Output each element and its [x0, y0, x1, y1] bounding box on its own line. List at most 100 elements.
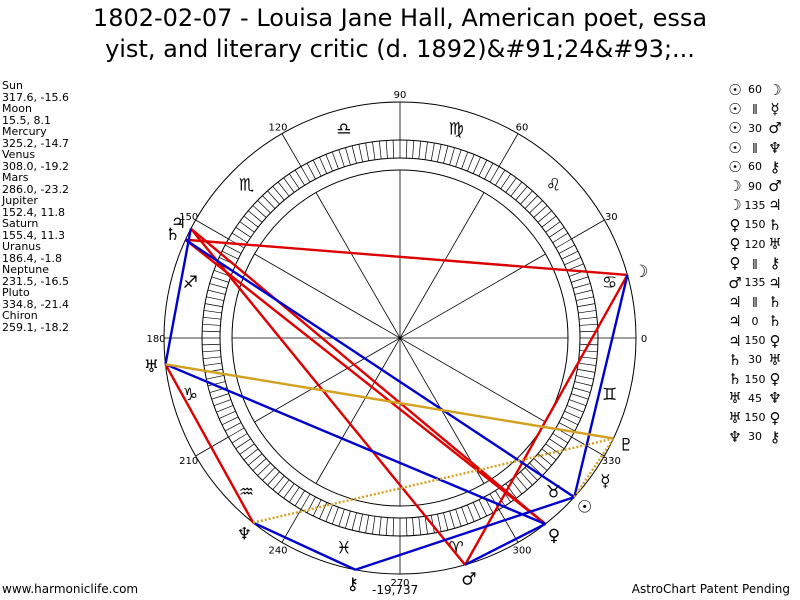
zodiac-aquarius-icon: ♒	[239, 482, 254, 502]
degree-label-180: 180	[146, 334, 165, 345]
degree-tick	[392, 517, 395, 536]
degree-tick	[520, 471, 533, 486]
zodiac-aries-icon: ♈	[449, 539, 464, 559]
degree-tick	[239, 443, 255, 455]
degree-tick	[533, 458, 548, 471]
degree-tick	[478, 499, 488, 517]
aspect-line-saturn-venus	[184, 238, 547, 525]
planet-position-chiron: 259.1, -18.2	[2, 320, 69, 334]
degree-tick	[424, 516, 428, 535]
aspect-planet-b-glyph: ♀	[769, 370, 781, 389]
aspect-planet-a-glyph: ♄	[728, 350, 742, 369]
degree-tick	[555, 238, 572, 249]
planet-position-moon: 15.5, 8.1	[2, 113, 51, 127]
cursor-coordinate-readout: -19,737	[372, 583, 419, 597]
aspect-planet-b-glyph: ♄	[768, 312, 782, 331]
degree-tick	[571, 393, 589, 400]
degree-tick	[575, 296, 594, 301]
degree-tick	[467, 504, 475, 522]
degree-tick	[524, 195, 538, 209]
aspect-row: ☉ ǁ ♆	[726, 138, 798, 157]
aspect-row: ♃ ǁ ♄	[726, 292, 798, 311]
degree-tick	[372, 141, 376, 160]
degree-tick	[541, 215, 557, 228]
degree-tick	[443, 512, 449, 531]
sign-boundary	[571, 436, 605, 457]
planet-position-sun: 317.6, -15.6	[2, 90, 69, 104]
degree-tick	[561, 416, 579, 426]
degree-tick	[558, 422, 575, 432]
degree-tick	[345, 147, 351, 166]
degree-tick	[495, 169, 506, 186]
planet-name-venus: Venus	[2, 148, 36, 161]
degree-tick	[571, 276, 589, 283]
planet-position-jupiter: 152.4, 11.8	[2, 205, 65, 219]
division-line-150	[254, 253, 546, 423]
aspect-row: ♃ 0 ♄	[726, 312, 798, 331]
aspect-planet-a-glyph: ♆	[728, 427, 742, 446]
footer-website-link[interactable]: www.harmoniclife.com	[2, 582, 139, 596]
degree-label-30: 30	[605, 212, 618, 223]
degree-tick	[351, 145, 357, 164]
zodiac-cancer-icon: ♋	[602, 273, 617, 293]
aspect-angle: 150	[744, 334, 766, 347]
degree-tick	[472, 502, 481, 520]
aspect-row: ☉ 60 ⚷	[726, 157, 798, 176]
degree-tick	[455, 509, 462, 527]
degree-tick	[418, 141, 422, 160]
aspect-angle: 150	[744, 372, 766, 386]
aspect-angle: 135	[744, 198, 766, 212]
planet-uranus-icon: ♅	[144, 357, 159, 377]
degree-tick	[248, 453, 263, 466]
degree-tick	[412, 140, 415, 159]
degree-tick	[325, 504, 333, 522]
sign-boundary	[498, 509, 519, 543]
degree-label-90: 90	[394, 90, 407, 101]
degree-tick	[541, 448, 557, 461]
degree-tick	[228, 427, 245, 438]
degree-tick	[564, 257, 582, 266]
aspect-planet-a-glyph: ☽	[728, 196, 742, 215]
zodiac-sagittarius-icon: ♐	[183, 273, 198, 293]
planet-chiron-icon: ⚷	[346, 574, 358, 594]
degree-tick	[392, 140, 395, 159]
planet-neptune-icon: ♆	[237, 525, 252, 545]
degree-tick	[221, 250, 239, 260]
aspect-angle: 0	[751, 314, 759, 328]
planet-name-chiron: Chiron	[2, 309, 38, 322]
degree-tick	[529, 200, 543, 214]
planet-name-uranus: Uranus	[2, 240, 41, 253]
aspect-planet-b-glyph: ♂	[768, 177, 782, 196]
degree-tick	[283, 483, 295, 499]
degree-tick	[405, 517, 408, 536]
aspect-row: ♀ 120 ♅	[726, 234, 798, 253]
planet-position-neptune: 231.5, -16.5	[2, 274, 69, 288]
aspect-planet-b-glyph: ⚷	[769, 427, 781, 446]
aspect-line-neptune-pluto	[252, 437, 614, 524]
planet-name-moon: Moon	[2, 102, 32, 115]
planet-name-pluto: Pluto	[2, 286, 30, 299]
aspect-row: ♅ 45 ♆	[726, 389, 798, 408]
degree-tick	[472, 156, 481, 174]
degree-tick	[365, 515, 370, 534]
aspect-planet-a-glyph: ☉	[728, 99, 742, 118]
degree-tick	[552, 433, 569, 444]
degree-tick	[300, 166, 311, 183]
degree-tick	[533, 205, 548, 218]
degree-tick	[545, 221, 561, 233]
zodiac-taurus-icon: ♉	[546, 482, 561, 502]
degree-tick	[267, 190, 280, 205]
degree-tick	[202, 350, 221, 353]
aspect-line-moon-mars	[464, 274, 629, 566]
aspect-angle: 150	[744, 218, 766, 232]
aspect-line-saturn-moon	[185, 238, 628, 277]
planet-sun-icon: ☉	[577, 498, 592, 518]
degree-label-60: 60	[516, 123, 529, 134]
aspect-planet-b-glyph: ☽	[768, 80, 782, 99]
degree-tick	[221, 416, 239, 426]
aspect-angle: ǁ	[752, 256, 758, 270]
degree-label-150: 150	[179, 212, 198, 223]
degree-tick	[510, 181, 523, 197]
degree-tick	[288, 173, 300, 189]
aspect-planet-a-glyph: ♀	[729, 254, 741, 273]
